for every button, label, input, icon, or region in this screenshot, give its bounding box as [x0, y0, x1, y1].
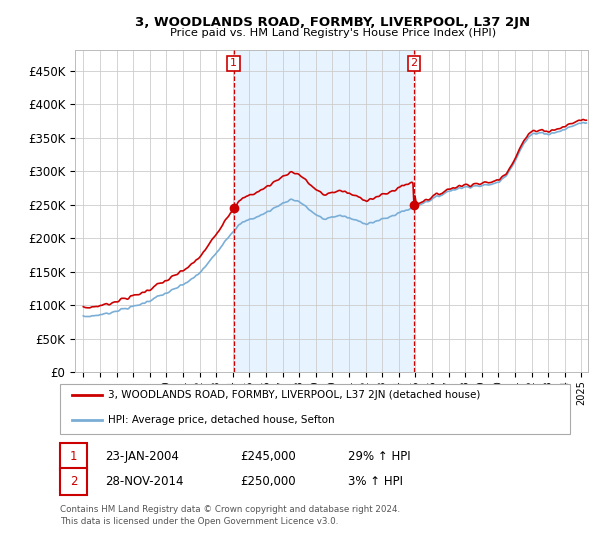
Text: 1: 1 — [230, 58, 237, 68]
Text: 28-NOV-2014: 28-NOV-2014 — [105, 475, 184, 488]
Text: HPI: Average price, detached house, Sefton: HPI: Average price, detached house, Seft… — [108, 415, 335, 425]
Text: 3, WOODLANDS ROAD, FORMBY, LIVERPOOL, L37 2JN: 3, WOODLANDS ROAD, FORMBY, LIVERPOOL, L3… — [136, 16, 530, 29]
Text: 1: 1 — [70, 450, 77, 463]
Text: Price paid vs. HM Land Registry's House Price Index (HPI): Price paid vs. HM Land Registry's House … — [170, 28, 496, 38]
Bar — [234, 50, 414, 372]
Text: 3% ↑ HPI: 3% ↑ HPI — [348, 475, 403, 488]
Text: 3, WOODLANDS ROAD, FORMBY, LIVERPOOL, L37 2JN (detached house): 3, WOODLANDS ROAD, FORMBY, LIVERPOOL, L3… — [108, 390, 481, 400]
Text: 2: 2 — [410, 58, 418, 68]
Text: 2: 2 — [70, 475, 77, 488]
Text: 29% ↑ HPI: 29% ↑ HPI — [348, 450, 410, 463]
Text: 23-JAN-2004: 23-JAN-2004 — [105, 450, 179, 463]
Text: £250,000: £250,000 — [240, 475, 296, 488]
Text: £245,000: £245,000 — [240, 450, 296, 463]
Text: Contains HM Land Registry data © Crown copyright and database right 2024.
This d: Contains HM Land Registry data © Crown c… — [60, 505, 400, 526]
